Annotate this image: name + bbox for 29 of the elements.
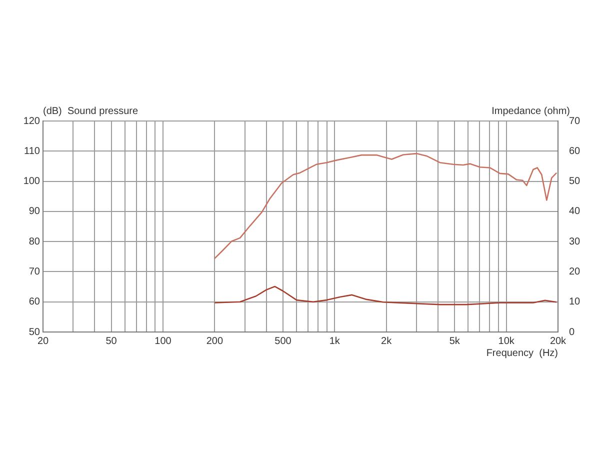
y-tick-label: 100 [23, 176, 40, 188]
y-tick-label: 120 [23, 116, 40, 127]
y2-tick-label: 0 [569, 326, 575, 338]
x-tick-label: 500 [274, 336, 292, 347]
y2-tick-label: 30 [569, 236, 581, 248]
y2-tick-label: 20 [569, 266, 581, 278]
y2-tick-label: 60 [569, 146, 581, 157]
x-tick-label: 1k [329, 336, 341, 347]
y2-axis-title: Impedance (ohm) [492, 106, 570, 117]
y2-tick-label: 40 [569, 206, 581, 218]
x-tick-label: 20 [37, 336, 49, 347]
y2-tick-label: 70 [569, 116, 581, 127]
x-tick-label: 50 [106, 336, 118, 347]
y-tick-label: 60 [28, 296, 40, 308]
y2-tick-label: 10 [569, 296, 581, 308]
x-tick-label: 5k [449, 336, 461, 347]
x-tick-label: 2k [381, 336, 393, 347]
x-tick-label: 10k [498, 336, 516, 347]
y-axis-title: (dB) Sound pressure [43, 106, 138, 117]
y-tick-label: 110 [24, 146, 40, 157]
x-tick-label: 20k [550, 336, 568, 347]
y-tick-label: 50 [28, 326, 40, 338]
y-tick-label: 80 [28, 236, 40, 248]
x-tick-label: 100 [154, 336, 172, 347]
y-tick-label: 90 [28, 206, 40, 218]
x-tick-label: 200 [206, 336, 224, 347]
x-axis-title: Frequency (Hz) [486, 348, 558, 359]
y2-tick-label: 50 [569, 176, 581, 188]
y-tick-label: 70 [28, 266, 40, 278]
